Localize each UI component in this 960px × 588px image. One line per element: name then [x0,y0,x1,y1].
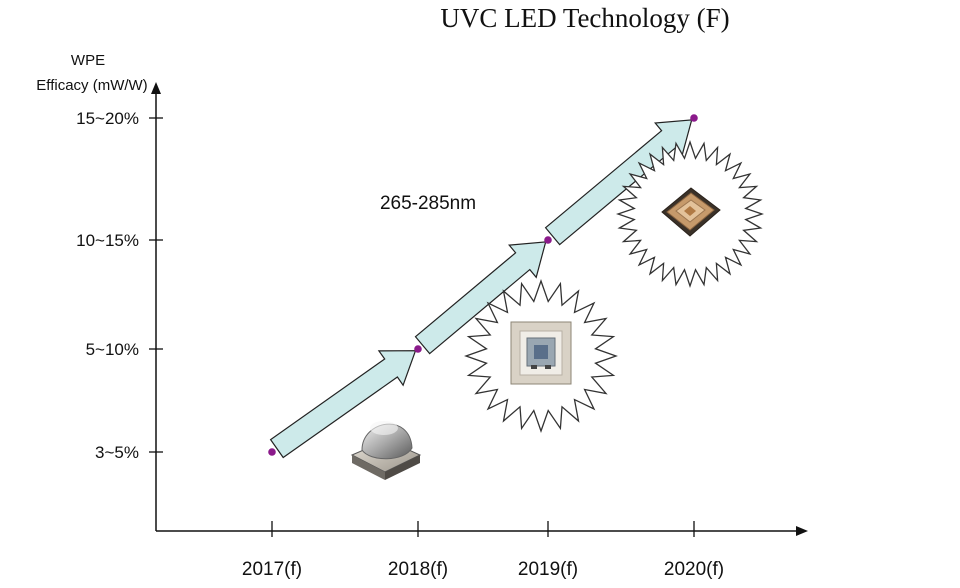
y-tick-label: 15~20% [76,109,139,128]
x-tick-label: 2018(f) [388,559,448,580]
y-tick-label: 10~15% [76,231,139,250]
x-ticks: 2017(f) 2018(f) 2019(f) 2020(f) [242,521,724,580]
trend-arrows [269,119,693,459]
chart-title: UVC LED Technology (F) [440,3,729,33]
data-point [544,236,552,244]
data-point [690,114,698,122]
y-axis [151,82,161,531]
x-tick-label: 2019(f) [518,559,578,580]
trend-arrow [414,241,547,355]
led-ceramic-package-image [615,139,765,289]
x-axis [156,526,808,536]
data-point [268,448,276,456]
y-axis-label-line1: WPE [71,52,105,69]
data-points [268,114,698,456]
wavelength-annotation: 265-285nm [380,193,476,214]
y-axis-label-line2: Efficacy (mW/W) [36,77,147,94]
x-tick-label: 2020(f) [664,559,724,580]
led-flat-package-image [464,279,618,433]
y-tick-label: 3~5% [95,443,139,462]
data-point [414,345,422,353]
y-ticks: 3~5% 5~10% 10~15% 15~20% [76,109,163,462]
trend-arrow [269,350,417,459]
y-tick-label: 5~10% [86,340,139,359]
x-tick-label: 2017(f) [242,559,302,580]
led-dome-package-image [350,421,422,480]
